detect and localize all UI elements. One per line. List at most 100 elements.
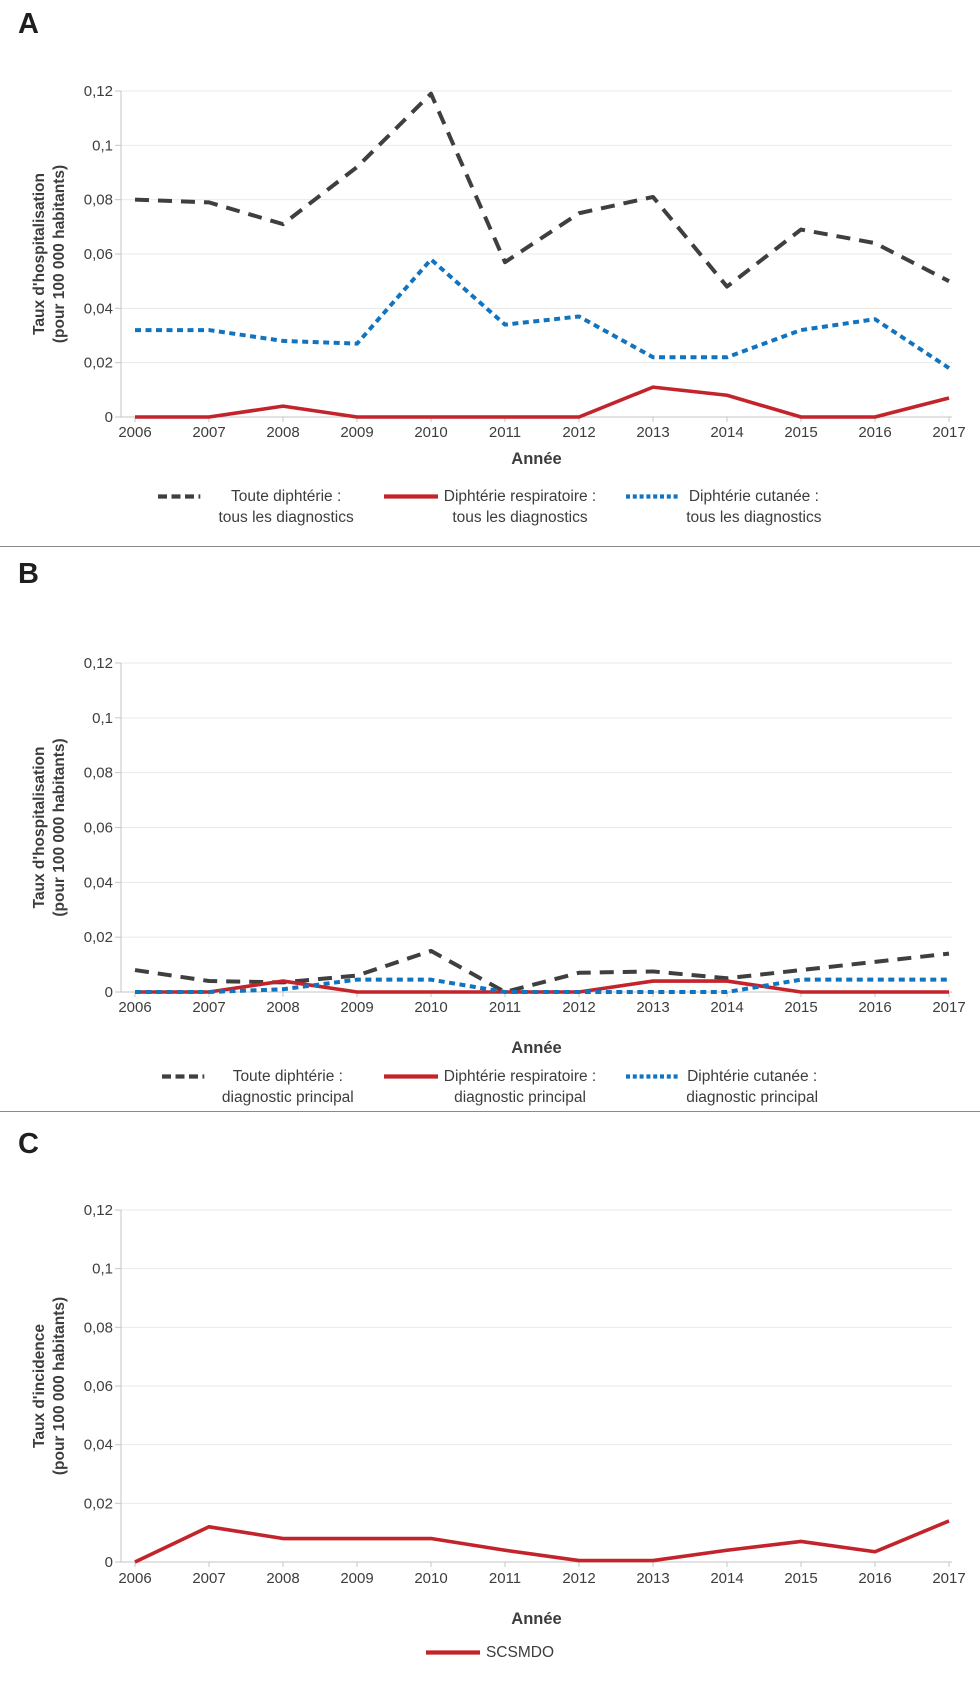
x-tick-label: 2007 <box>192 999 225 1016</box>
x-tick-label: 2013 <box>636 1570 669 1587</box>
y-axis-title: Taux d'hospitalisation <box>31 747 48 909</box>
legend-label: SCSMDO <box>486 1642 554 1663</box>
legend-b: Toute diphtérie : diagnostic principal Dip… <box>0 1066 980 1108</box>
x-tick-label: 2008 <box>266 1570 299 1587</box>
legend-label-line2: diagnostic principal <box>221 1089 354 1106</box>
x-tick-label: 2016 <box>858 424 891 441</box>
x-tick-label: 2015 <box>784 424 817 441</box>
x-tick-label: 2016 <box>858 999 891 1016</box>
legend-label-line2: tous les diagnostics <box>686 509 822 526</box>
x-tick-label: 2006 <box>118 999 151 1016</box>
x-tick-label: 2009 <box>340 999 373 1016</box>
panel-b-label: B <box>18 558 39 590</box>
legend-line-sample-dotted <box>626 494 681 499</box>
legend-entry-dipht-rie-cutan-e: Diphtérie cutanée : tous les diagnostics <box>626 486 822 528</box>
legend-label-line1: Toute diphtérie : <box>232 1068 343 1085</box>
x-tick-label: 2013 <box>636 424 669 441</box>
series-dipht-rie-respiratoire-diagnostic-princi <box>135 979 949 994</box>
x-tick-label: 2009 <box>340 1570 373 1587</box>
y-tick-label: 0,02 <box>84 1495 113 1512</box>
y-tick-label: 0,06 <box>84 246 113 263</box>
series-dipht-rie-cutan-e-tous-les-diagnostics <box>135 257 951 370</box>
chart-c-incidence-scsmdo: 0 0,02 0,04 0,06 0,08 0,1 0,12 2006 2007 2008 2009… <box>31 1202 966 1587</box>
legend-label: Diphtérie cutanée : tous les diagnostics <box>686 486 821 528</box>
x-tick-label: 2012 <box>562 1570 595 1587</box>
legend-label: Toute diphtérie : diagnostic principal <box>222 1066 354 1108</box>
panel-divider-2 <box>0 1111 980 1112</box>
y-tick-label: 0,08 <box>84 1319 113 1336</box>
y-tick-label: 0,06 <box>84 1378 113 1395</box>
legend-label-line2: diagnostic principal <box>454 1089 586 1106</box>
legend-label-line2: diagnostic principal <box>686 1089 819 1106</box>
x-tick-label: 2014 <box>710 424 743 441</box>
legend-label: Diphtérie respiratoire : tous les diagnos… <box>444 486 596 528</box>
legend-line-sample-solid <box>383 494 438 499</box>
panel-c: C 0 0,02 0,04 0,06 0,08 0,1 0,12 2006 2007 2008 20… <box>0 1112 980 1700</box>
series-toute-dipht-rie-tous-les-diagnostics <box>134 91 950 289</box>
y-tick-label: 0,04 <box>84 874 113 891</box>
y-tick-label: 0,06 <box>84 820 113 837</box>
legend-label: Toute diphtérie : tous les diagnostics <box>218 486 353 528</box>
x-tick-label: 2008 <box>266 999 299 1016</box>
series-scsmdo <box>134 1519 950 1564</box>
legend-label-line1: Diphtérie cutanée : <box>688 488 819 505</box>
y-tick-label: 0,04 <box>84 300 113 317</box>
x-tick-label: 2012 <box>562 424 595 441</box>
y-axis-title: (pour 100 000 habitants) <box>51 738 68 916</box>
x-tick-label: 2011 <box>489 424 521 441</box>
y-axis-title: (pour 100 000 habitants) <box>51 165 68 343</box>
y-tick-label: 0,04 <box>84 1437 113 1454</box>
chart-b-hospitalisation-diagnostic-principal: 0 0,02 0,04 0,06 0,08 0,1 0,12 2006 2007 2008 2009… <box>31 655 966 1016</box>
legend-label-line1: Diphtérie respiratoire : <box>443 1068 597 1085</box>
x-tick-label: 2008 <box>266 424 299 441</box>
y-axis-title: (pour 100 000 habitants) <box>51 1297 68 1475</box>
y-tick-label: 0,1 <box>92 137 113 154</box>
x-tick-label: 2012 <box>562 999 595 1016</box>
legend-label-line2: tous les diagnostics <box>218 509 354 526</box>
x-tick-label: 2009 <box>340 424 373 441</box>
y-tick-label: 0 <box>105 1554 113 1571</box>
x-tick-label: 2015 <box>784 1570 817 1587</box>
legend-entry-dipht-rie-respiratoire: Diphtérie respiratoire : tous les diagnos… <box>383 486 596 528</box>
panel-c-label: C <box>18 1128 39 1160</box>
x-axis-title-a: Année <box>511 450 562 468</box>
legend-label-line1: Diphtérie cutanée : <box>687 1068 818 1085</box>
x-tick-label: 2011 <box>489 999 521 1016</box>
x-tick-label: 2017 <box>932 1570 965 1587</box>
y-tick-label: 0 <box>105 409 113 426</box>
x-axis-title-c: Année <box>511 1610 562 1628</box>
legend-label-line1: Toute diphtérie : <box>230 488 342 505</box>
y-tick-label: 0,12 <box>84 83 113 100</box>
x-tick-label: 2006 <box>118 1570 151 1587</box>
legend-line-sample-solid <box>383 1074 438 1079</box>
panel-divider-1 <box>0 546 980 547</box>
x-tick-label: 2014 <box>710 1570 743 1587</box>
x-tick-label: 2016 <box>858 1570 891 1587</box>
x-axis-title-b: Année <box>511 1039 562 1057</box>
panel-b: B 0 0,02 0,04 0,06 0,08 0,1 0,12 2006 2007 2008 20… <box>0 547 980 1111</box>
legend-label: Diphtérie respiratoire : diagnostic princ… <box>444 1066 596 1108</box>
y-tick-label: 0 <box>105 984 113 1001</box>
legend-entry-toute-dipht-rie: Toute diphtérie : diagnostic principal <box>161 1066 354 1108</box>
y-tick-label: 0,1 <box>92 710 113 727</box>
series-toute-dipht-rie-diagnostic-principal <box>134 948 950 994</box>
legend-line-sample-dashed <box>158 494 213 499</box>
y-tick-label: 0,02 <box>84 355 113 372</box>
x-tick-label: 2011 <box>489 1570 521 1587</box>
x-tick-label: 2013 <box>636 999 669 1016</box>
x-tick-label: 2007 <box>192 424 225 441</box>
x-tick-label: 2010 <box>414 999 447 1016</box>
legend-label-line1: Diphtérie respiratoire : <box>443 488 597 505</box>
y-tick-label: 0,1 <box>92 1261 113 1278</box>
x-tick-label: 2014 <box>710 999 743 1016</box>
legend-line-sample-solid <box>425 1650 480 1655</box>
y-tick-label: 0,12 <box>84 655 113 672</box>
y-axis-title: Taux d'incidence <box>31 1324 48 1448</box>
panel-a-label: A <box>18 8 39 40</box>
x-tick-label: 2010 <box>414 1570 447 1587</box>
y-tick-label: 0,12 <box>84 1202 113 1219</box>
legend-line-sample-dotted <box>626 1074 681 1079</box>
legend-label-line2: tous les diagnostics <box>452 509 588 526</box>
legend-line-sample-dashed <box>161 1074 216 1079</box>
x-tick-label: 2017 <box>932 999 965 1016</box>
